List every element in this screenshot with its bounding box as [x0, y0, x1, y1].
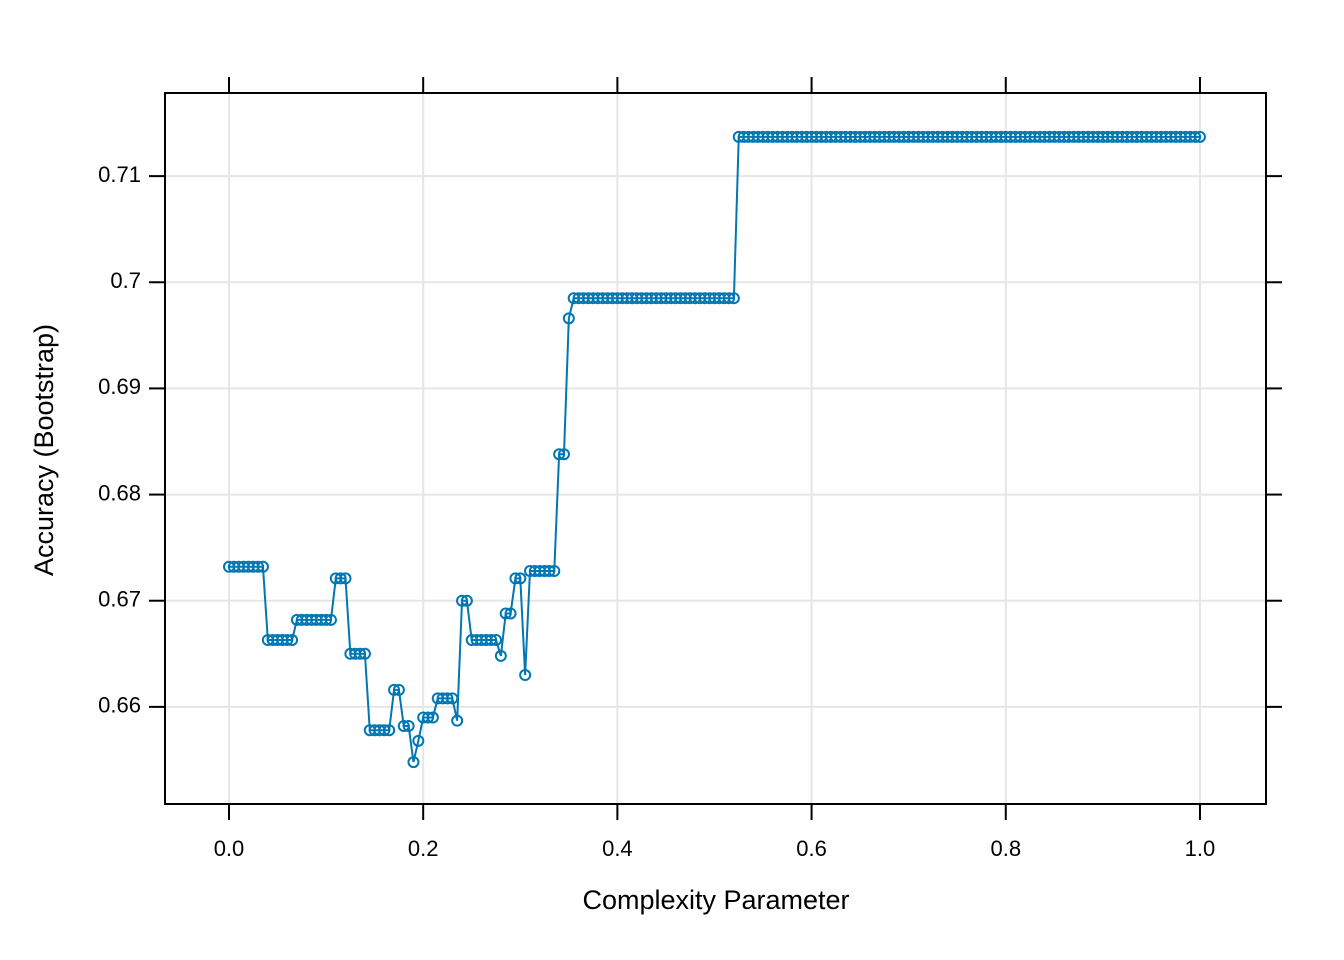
- point: [383, 724, 396, 737]
- point: [252, 560, 265, 573]
- point: [324, 613, 337, 626]
- point: [557, 448, 570, 461]
- point: [1193, 130, 1206, 143]
- point: [281, 633, 294, 646]
- point: [1189, 130, 1202, 143]
- x-tick-label: 0.0: [214, 836, 245, 861]
- point: [407, 756, 420, 769]
- y-tick-label: 0.7: [110, 268, 141, 293]
- point: [519, 669, 532, 682]
- point: [485, 633, 498, 646]
- x-tick-label: 0.2: [408, 836, 439, 861]
- point: [451, 714, 464, 727]
- point: [358, 647, 371, 660]
- point: [402, 719, 415, 732]
- point: [723, 292, 736, 305]
- point: [553, 448, 566, 461]
- point: [412, 734, 425, 747]
- point: [388, 683, 401, 696]
- point: [354, 647, 367, 660]
- y-tick-label: 0.67: [98, 587, 141, 612]
- y-axis-label: Accuracy (Bootstrap): [29, 324, 59, 576]
- point: [441, 692, 454, 705]
- x-tick-label: 0.8: [990, 836, 1021, 861]
- x-tick-label: 1.0: [1185, 836, 1216, 861]
- x-axis-label: Complexity Parameter: [582, 885, 849, 915]
- point: [490, 633, 503, 646]
- point: [562, 312, 575, 325]
- y-tick-label: 0.69: [98, 374, 141, 399]
- point: [460, 594, 473, 607]
- point: [514, 572, 527, 585]
- point: [509, 572, 522, 585]
- x-tick-label: 0.6: [796, 836, 827, 861]
- plot-frame: [164, 92, 1267, 805]
- point: [499, 607, 512, 620]
- point: [494, 649, 507, 662]
- point: [334, 572, 347, 585]
- point: [548, 564, 561, 577]
- point: [339, 572, 352, 585]
- point: [426, 711, 439, 724]
- x-tick-label: 0.4: [602, 836, 633, 861]
- y-tick-label: 0.68: [98, 480, 141, 505]
- point: [543, 564, 556, 577]
- point: [256, 560, 269, 573]
- point: [378, 724, 391, 737]
- point: [392, 683, 405, 696]
- point: [727, 292, 740, 305]
- series-line: [228, 135, 1200, 763]
- point: [286, 633, 299, 646]
- y-tick-label: 0.71: [98, 162, 141, 187]
- point: [446, 692, 459, 705]
- point: [422, 711, 435, 724]
- point: [456, 594, 469, 607]
- point: [320, 613, 333, 626]
- point: [397, 719, 410, 732]
- y-tick-label: 0.66: [98, 693, 141, 718]
- point: [504, 607, 517, 620]
